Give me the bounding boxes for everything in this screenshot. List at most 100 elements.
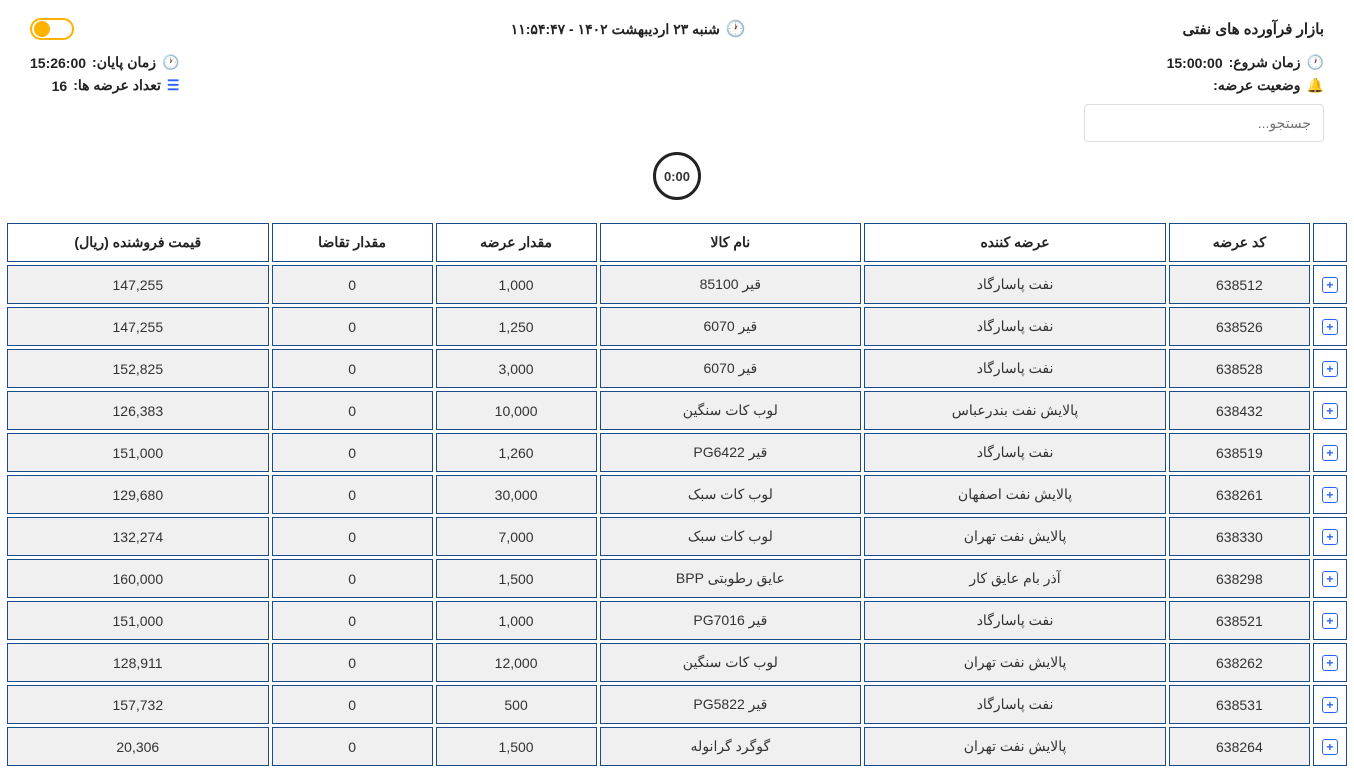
expand-cell: + bbox=[1313, 517, 1347, 556]
count-line: ☰ تعداد عرضه ها: 16 bbox=[30, 77, 179, 94]
table-row: +638298آذر بام عایق کارعایق رطوبتی BPP1,… bbox=[7, 559, 1347, 598]
expand-cell: + bbox=[1313, 559, 1347, 598]
cell-price: 157,732 bbox=[7, 685, 269, 724]
cell-price: 20,306 bbox=[7, 727, 269, 766]
expand-cell: + bbox=[1313, 601, 1347, 640]
cell-code: 638298 bbox=[1169, 559, 1310, 598]
end-time-label: زمان پایان: bbox=[92, 54, 156, 71]
cell-supply: 3,000 bbox=[436, 349, 597, 388]
cell-demand: 0 bbox=[272, 517, 433, 556]
status-label: وضعیت عرضه: bbox=[1213, 77, 1300, 94]
cell-price: 129,680 bbox=[7, 475, 269, 514]
expand-button[interactable]: + bbox=[1322, 739, 1338, 755]
clock-icon: 🕐 bbox=[726, 19, 746, 39]
cell-supplier: نفت پاسارگاد bbox=[864, 601, 1166, 640]
cell-demand: 0 bbox=[272, 307, 433, 346]
cell-code: 638531 bbox=[1169, 685, 1310, 724]
cell-supply: 1,250 bbox=[436, 307, 597, 346]
cell-demand: 0 bbox=[272, 559, 433, 598]
expand-button[interactable]: + bbox=[1322, 361, 1338, 377]
cell-demand: 0 bbox=[272, 727, 433, 766]
table-row: +638512نفت پاسارگادقیر 851001,0000147,25… bbox=[7, 265, 1347, 304]
cell-demand: 0 bbox=[272, 601, 433, 640]
header-code: کد عرضه bbox=[1169, 223, 1310, 262]
cell-supplier: پالایش نفت تهران bbox=[864, 727, 1166, 766]
expand-cell: + bbox=[1313, 307, 1347, 346]
cell-code: 638512 bbox=[1169, 265, 1310, 304]
table-row: +638432پالایش نفت بندرعباسلوب کات سنگین1… bbox=[7, 391, 1347, 430]
cell-demand: 0 bbox=[272, 475, 433, 514]
offers-table: کد عرضه عرضه کننده نام کالا مقدار عرضه م… bbox=[4, 220, 1350, 769]
table-row: +638526نفت پاسارگادقیر 60701,2500147,255 bbox=[7, 307, 1347, 346]
cell-code: 638528 bbox=[1169, 349, 1310, 388]
cell-price: 128,911 bbox=[7, 643, 269, 682]
cell-product: گوگرد گرانوله bbox=[600, 727, 862, 766]
expand-button[interactable]: + bbox=[1322, 529, 1338, 545]
expand-button[interactable]: + bbox=[1322, 655, 1338, 671]
datetime-display: 🕐 شنبه ۲۳ اردیبهشت ۱۴۰۲ - ۱۱:۵۴:۴۷ bbox=[511, 19, 746, 39]
cell-supplier: نفت پاسارگاد bbox=[864, 307, 1166, 346]
theme-toggle[interactable] bbox=[30, 18, 74, 40]
cell-supply: 30,000 bbox=[436, 475, 597, 514]
expand-cell: + bbox=[1313, 727, 1347, 766]
table-row: +638521نفت پاسارگادقیر PG70161,0000151,0… bbox=[7, 601, 1347, 640]
cell-supplier: نفت پاسارگاد bbox=[864, 685, 1166, 724]
search-input[interactable] bbox=[1084, 104, 1324, 142]
cell-product: قیر PG7016 bbox=[600, 601, 862, 640]
table-row: +638519نفت پاسارگادقیر PG64221,2600151,0… bbox=[7, 433, 1347, 472]
header-demand: مقدار تقاضا bbox=[272, 223, 433, 262]
expand-button[interactable]: + bbox=[1322, 277, 1338, 293]
expand-cell: + bbox=[1313, 433, 1347, 472]
start-time-label: زمان شروع: bbox=[1229, 54, 1301, 71]
cell-demand: 0 bbox=[272, 643, 433, 682]
expand-button[interactable]: + bbox=[1322, 403, 1338, 419]
cell-demand: 0 bbox=[272, 685, 433, 724]
toggle-knob bbox=[34, 21, 50, 37]
start-time-value: 15:00:00 bbox=[1167, 55, 1223, 71]
expand-button[interactable]: + bbox=[1322, 613, 1338, 629]
cell-product: قیر 6070 bbox=[600, 349, 862, 388]
table-row: +638531نفت پاسارگادقیر PG58225000157,732 bbox=[7, 685, 1347, 724]
cell-supply: 500 bbox=[436, 685, 597, 724]
cell-supplier: پالایش نفت اصفهان bbox=[864, 475, 1166, 514]
cell-price: 126,383 bbox=[7, 391, 269, 430]
start-time-line: 🕐 زمان شروع: 15:00:00 bbox=[1167, 54, 1324, 71]
cell-demand: 0 bbox=[272, 349, 433, 388]
end-time-line: 🕐 زمان پایان: 15:26:00 bbox=[30, 54, 179, 71]
cell-price: 132,274 bbox=[7, 517, 269, 556]
table-row: +638528نفت پاسارگادقیر 60703,0000152,825 bbox=[7, 349, 1347, 388]
market-title: بازار فرآورده های نفتی bbox=[1182, 20, 1324, 38]
cell-product: لوب کات سبک bbox=[600, 475, 862, 514]
cell-supplier: پالایش نفت تهران bbox=[864, 517, 1166, 556]
expand-button[interactable]: + bbox=[1322, 571, 1338, 587]
cell-demand: 0 bbox=[272, 265, 433, 304]
cell-supply: 12,000 bbox=[436, 643, 597, 682]
expand-button[interactable]: + bbox=[1322, 319, 1338, 335]
count-value: 16 bbox=[52, 78, 68, 94]
cell-code: 638521 bbox=[1169, 601, 1310, 640]
table-row: +638330پالایش نفت تهرانلوب کات سبک7,0000… bbox=[7, 517, 1347, 556]
expand-cell: + bbox=[1313, 349, 1347, 388]
cell-product: قیر 6070 bbox=[600, 307, 862, 346]
end-time-value: 15:26:00 bbox=[30, 55, 86, 71]
timer-value: 0:00 bbox=[664, 169, 690, 184]
expand-button[interactable]: + bbox=[1322, 445, 1338, 461]
table-row: +638262پالایش نفت تهرانلوب کات سنگین12,0… bbox=[7, 643, 1347, 682]
expand-button[interactable]: + bbox=[1322, 697, 1338, 713]
cell-price: 147,255 bbox=[7, 265, 269, 304]
cell-product: قیر 85100 bbox=[600, 265, 862, 304]
expand-button[interactable]: + bbox=[1322, 487, 1338, 503]
cell-supply: 1,500 bbox=[436, 559, 597, 598]
cell-code: 638432 bbox=[1169, 391, 1310, 430]
cell-product: عایق رطوبتی BPP bbox=[600, 559, 862, 598]
cell-code: 638264 bbox=[1169, 727, 1310, 766]
timer-circle: 0:00 bbox=[653, 152, 701, 200]
cell-supplier: پالایش نفت تهران bbox=[864, 643, 1166, 682]
bell-icon: 🔔 bbox=[1307, 77, 1324, 94]
cell-demand: 0 bbox=[272, 433, 433, 472]
cell-supply: 1,500 bbox=[436, 727, 597, 766]
cell-price: 147,255 bbox=[7, 307, 269, 346]
cell-demand: 0 bbox=[272, 391, 433, 430]
cell-supply: 7,000 bbox=[436, 517, 597, 556]
cell-price: 152,825 bbox=[7, 349, 269, 388]
